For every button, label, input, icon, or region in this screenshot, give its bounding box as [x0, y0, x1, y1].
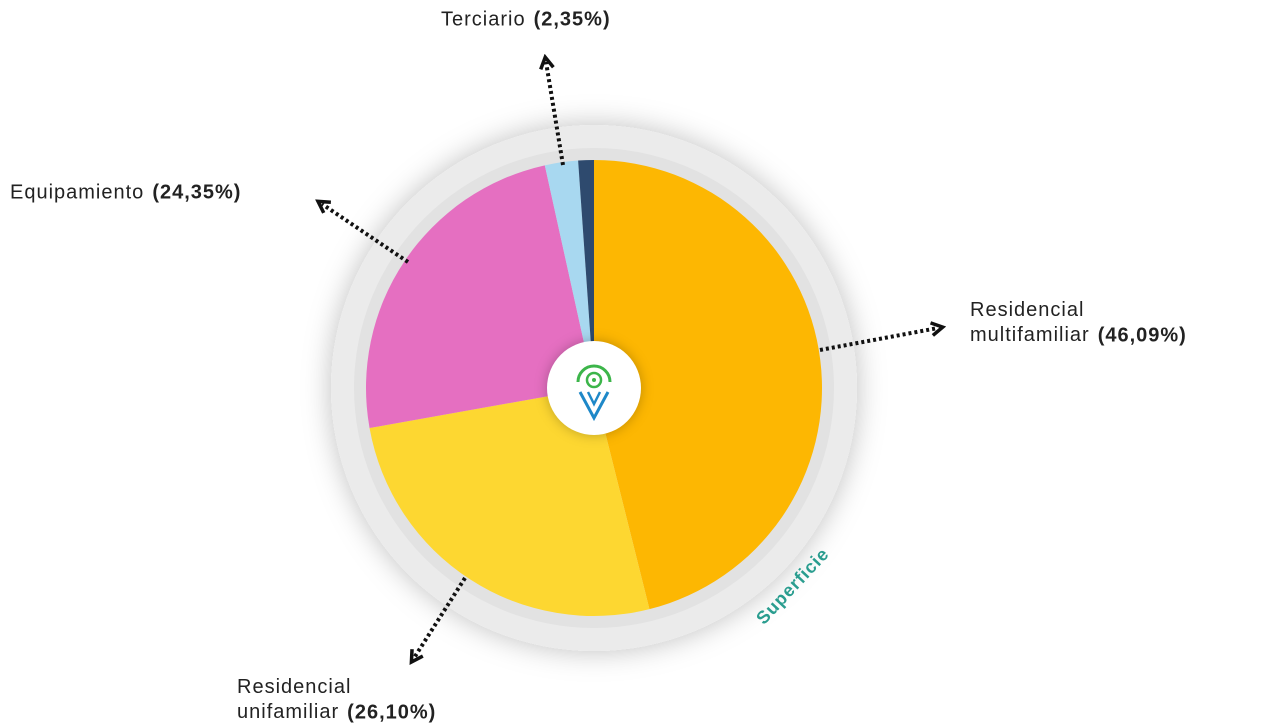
value-label: (24,35%) [152, 181, 241, 203]
pie-slice [544, 160, 594, 388]
center-logo [547, 341, 641, 435]
pie-slice [578, 160, 594, 388]
leader-arrow [819, 328, 938, 352]
leader-arrow [546, 62, 565, 166]
category-label: Equipamiento [10, 181, 144, 203]
leader-arrow [414, 576, 467, 658]
pie-slice [366, 165, 594, 429]
category-label: Residencial unifamiliar [237, 676, 358, 723]
category-label: Terciario [441, 8, 526, 30]
pie-slice [369, 388, 650, 616]
leader-arrow [322, 204, 410, 264]
value-label: (46,09%) [1098, 324, 1187, 346]
value-label: (2,35%) [534, 8, 611, 30]
slices [366, 160, 822, 616]
arrows [322, 62, 938, 658]
value-label: (26,10%) [347, 701, 436, 723]
pie-slice [594, 160, 822, 610]
category-label: Residencial multifamiliar [970, 299, 1091, 346]
